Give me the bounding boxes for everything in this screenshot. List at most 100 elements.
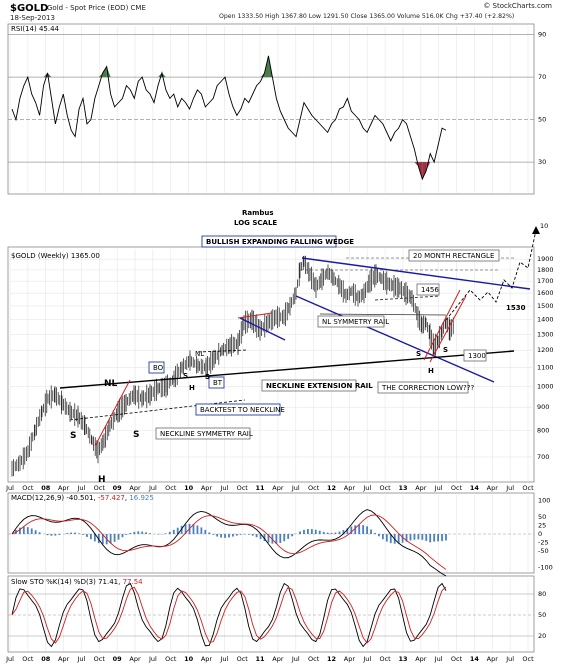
x-tick-label: Apr [58, 484, 70, 492]
x-tick-label: 12 [327, 484, 336, 492]
annotation-text: H [428, 367, 434, 375]
annotation-text: S [70, 431, 76, 441]
rsi-tick-label: 30 [538, 158, 546, 166]
x-tick-label: 10 [184, 655, 194, 663]
annotation-text: 20 MONTH RECTANGLE [413, 252, 494, 260]
macd-line [11, 509, 447, 577]
x-tick-label: Apr [201, 655, 213, 663]
annotation-text: NECKLINE SYMMETRY RAIL [160, 430, 253, 438]
price-tick-label: 1100 [537, 363, 554, 371]
annotation-nl_small: NL [195, 350, 204, 358]
x-tick-label: Jul [291, 655, 300, 663]
x-tick-label: 10 [184, 484, 194, 492]
x-tick-label: 09 [113, 484, 123, 492]
x-tick-label: Oct [237, 484, 249, 492]
annotation-h2: H [428, 367, 434, 375]
annotation-s1: S [70, 431, 76, 441]
x-tick-label: Apr [129, 484, 141, 492]
price-tick-label: 1700 [537, 277, 554, 285]
annotation-text: S [205, 373, 210, 381]
annotation-bo: BO [148, 361, 165, 374]
annotation-text: S [183, 372, 188, 380]
arrow-target-label: 10 [540, 222, 548, 230]
x-tick-label: Apr [58, 655, 70, 663]
annotation-box [377, 381, 469, 394]
annotation-nl_sym: NL SYMMETRY RAIL [317, 315, 389, 328]
x-tick-label: Apr [272, 484, 284, 492]
sto-tick-label: 50 [538, 611, 546, 619]
price-tick-label: 900 [537, 403, 549, 411]
price-tick-label: 1300 [537, 330, 554, 338]
annotation-text: NL [104, 379, 118, 389]
macd-tick-label: 50 [538, 513, 546, 521]
rsi-overbought-fill [102, 66, 107, 78]
annotation-text: 1530 [506, 304, 526, 312]
price-tick-label: 1600 [537, 289, 554, 297]
rsi-axis: 90 70 50 30 [8, 31, 546, 166]
x-tick-label: Jul [362, 655, 371, 663]
macd-tick-label: -50 [538, 547, 549, 555]
trendlines [59, 226, 540, 447]
x-tick-label: Apr [487, 484, 499, 492]
annotation-box [317, 315, 385, 328]
rsi-tick-label: 50 [538, 116, 546, 124]
x-tick-label: 08 [41, 484, 51, 492]
rsi-label: RSI(14) 45.44 [11, 25, 60, 33]
macd-signal-line [11, 514, 447, 570]
x-tick-label: Jul [505, 484, 514, 492]
annotation-text: S [416, 350, 421, 358]
annotation-box [208, 376, 225, 389]
symbol-title: $GOLD [10, 3, 48, 14]
projection-path [445, 229, 537, 321]
x-tick-label: Jul [362, 484, 371, 492]
macd-panel [7, 492, 535, 574]
annotation-correction: THE CORRECTION LOW??? [377, 381, 474, 394]
macd-tick-label: 25 [538, 522, 546, 530]
x-tick-label: 13 [398, 655, 407, 663]
rsi-tick-label: 70 [538, 73, 546, 81]
annotation-nl_big: NL [104, 379, 118, 389]
annotation-v1530: 1530 [506, 304, 526, 312]
rsi-series [11, 55, 447, 181]
x-tick-label: Jul [434, 655, 443, 663]
price-tick-label: 1500 [537, 302, 554, 310]
annotation-backtest: BACKTEST TO NECKLINE [195, 403, 285, 416]
x-axis-bottom: Jul Oct 08 Apr Jul Oct 09 Apr Jul Oct 10 Apr Jul Oct 1… [5, 655, 534, 663]
price-tick-label: 1400 [537, 316, 554, 324]
annotation-s2: S [133, 430, 139, 440]
x-tick-label: Oct [94, 655, 106, 663]
x-tick-label: Apr [129, 655, 141, 663]
annotation-h_small: H [189, 384, 195, 392]
red-rail-left [94, 379, 131, 447]
x-tick-label: Oct [22, 484, 34, 492]
x-tick-label: Oct [522, 655, 534, 663]
price-tick-label: 1900 [537, 255, 554, 263]
x-tick-label: Jul [148, 655, 157, 663]
x-tick-label: Oct [308, 484, 320, 492]
x-tick-label: Oct [308, 655, 320, 663]
annotation-s_small2: S [205, 373, 210, 381]
x-tick-label: Jul [291, 484, 300, 492]
annotation-neckline_ext: NECKLINE EXTENSION RAIL [261, 379, 373, 392]
instrument-name: Gold - Spot Price (EOD) CME [47, 4, 146, 12]
x-tick-label: Apr [272, 655, 284, 663]
x-tick-label: Oct [237, 655, 249, 663]
annotation-text: 1456 [421, 286, 439, 294]
red-rail-right-b [429, 295, 467, 363]
x-tick-label: Jul [77, 655, 86, 663]
x-tick-label: Jul [5, 484, 14, 492]
annotation-v1300: 1300 [463, 349, 487, 362]
neckline-symmetry-rail [69, 399, 246, 421]
annotation-s4: S [443, 346, 448, 354]
projection-arrowhead [532, 226, 540, 234]
ohlc-readout: Open 1333.50 High 1367.80 Low 1291.50 Cl… [219, 13, 514, 20]
macd-series [11, 509, 447, 577]
price-label: $GOLD (Weekly) 1365.00 [11, 252, 100, 260]
annotation-wedge: BULLISH EXPANDING FALLING WEDGE [201, 235, 354, 248]
x-tick-label: Oct [379, 655, 391, 663]
annotations: BULLISH EXPANDING FALLING WEDGE 20 MONTH … [70, 235, 526, 485]
x-tick-label: Jul [219, 655, 228, 663]
x-tick-label: Apr [344, 655, 356, 663]
annotation-v1456: 1456 [416, 283, 439, 296]
